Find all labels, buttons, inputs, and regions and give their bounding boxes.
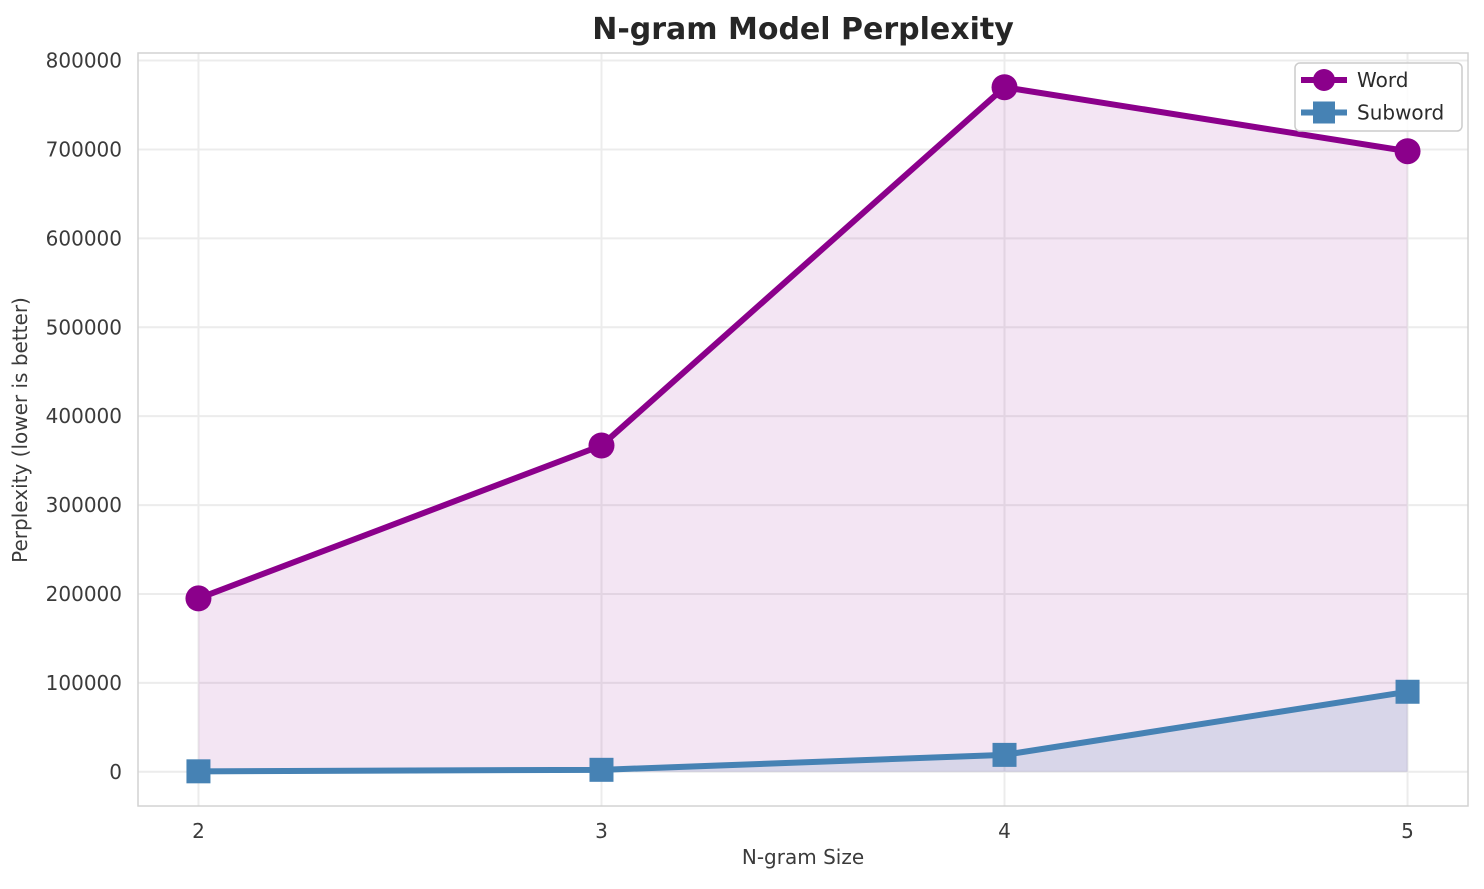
y-axis-label: Perplexity (lower is better) [8, 297, 32, 563]
word-legend-label: Word [1357, 68, 1408, 92]
word-legend-marker-icon [1313, 69, 1335, 91]
word-point-2 [185, 585, 212, 612]
y-tick-label: 200000 [46, 582, 122, 606]
legend-item-subword: Subword [1301, 101, 1444, 125]
subword-area-fill [198, 691, 1408, 772]
word-point-5 [1394, 138, 1421, 165]
subword-line [195, 688, 1411, 775]
word-point-3 [588, 432, 615, 459]
subword-point-3 [589, 757, 614, 782]
x-tick-label: 2 [192, 819, 205, 843]
word-point-4 [991, 74, 1018, 101]
x-tick-label: 4 [998, 819, 1011, 843]
x-tick-label: 5 [1401, 819, 1414, 843]
subword-point-4 [992, 742, 1017, 767]
tick-label-layer: 0 100000 200000 300000 400000 500000 600000 700… [46, 49, 1414, 843]
chart-title: N-gram Model Perplexity [592, 12, 1014, 47]
y-tick-label: 300000 [46, 493, 122, 517]
subword-point-5 [1395, 679, 1420, 704]
word-line [195, 84, 1411, 602]
y-tick-label: 400000 [46, 404, 122, 428]
area-fill-layer [198, 87, 1408, 772]
subword-legend-marker-icon [1313, 101, 1335, 124]
word-area-fill [198, 87, 1408, 772]
legend: Word Subword [1294, 62, 1463, 132]
y-tick-label: 800000 [46, 49, 122, 73]
series-line-layer [195, 84, 1411, 775]
y-tick-label: 700000 [46, 137, 122, 161]
subword-point-2 [186, 759, 211, 784]
series-marker-layer [185, 74, 1421, 784]
y-tick-label: 100000 [46, 671, 122, 695]
legend-item-word: Word [1301, 68, 1408, 92]
plot-border [137, 52, 1469, 807]
y-tick-label: 0 [109, 760, 122, 784]
y-tick-label: 600000 [46, 226, 122, 250]
x-axis-label: N-gram Size [742, 845, 864, 869]
x-tick-label: 3 [595, 819, 608, 843]
subword-legend-label: Subword [1357, 101, 1444, 125]
y-tick-label: 500000 [46, 315, 122, 339]
